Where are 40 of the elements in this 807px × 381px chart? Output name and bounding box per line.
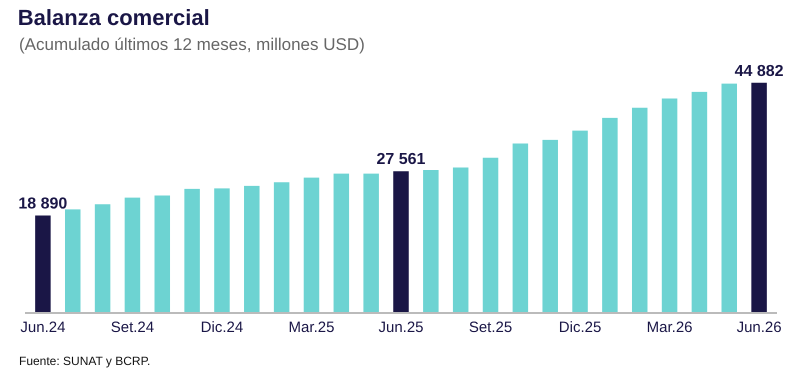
bar bbox=[751, 82, 767, 312]
bar bbox=[124, 198, 140, 312]
x-tick-label: Dic.25 bbox=[558, 319, 602, 336]
bar bbox=[512, 143, 528, 312]
bar bbox=[363, 174, 379, 312]
x-tick-label: Set.25 bbox=[468, 319, 512, 336]
bar bbox=[64, 209, 80, 312]
data-label: 44 882 bbox=[734, 62, 784, 80]
bar bbox=[632, 108, 648, 312]
bar bbox=[154, 196, 170, 312]
bar bbox=[334, 174, 350, 312]
bar bbox=[423, 170, 439, 312]
bar bbox=[94, 204, 110, 312]
bar bbox=[722, 84, 738, 312]
bar bbox=[304, 178, 320, 312]
bar bbox=[244, 186, 260, 312]
bar bbox=[662, 98, 678, 312]
x-tick-label: Jun.26 bbox=[736, 319, 782, 336]
bar bbox=[35, 216, 51, 312]
chart-subtitle: (Acumulado últimos 12 meses, millones USD) bbox=[19, 35, 365, 54]
x-tick-label: Jun.24 bbox=[20, 319, 66, 336]
data-label: 18 890 bbox=[18, 196, 68, 213]
bar bbox=[214, 188, 230, 312]
x-tick-label: Mar.25 bbox=[288, 319, 334, 336]
x-tick-label: Mar.26 bbox=[646, 319, 692, 336]
bar bbox=[572, 130, 588, 312]
bar bbox=[602, 118, 618, 312]
chart-title: Balanza comercial bbox=[18, 4, 210, 30]
x-tick-label: Dic.24 bbox=[200, 319, 244, 336]
bar bbox=[452, 167, 468, 312]
x-tick-label: Set.24 bbox=[110, 319, 154, 336]
bar bbox=[692, 92, 708, 312]
bar bbox=[482, 158, 498, 312]
x-tick-label: Jun.25 bbox=[378, 319, 424, 336]
source-note: Fuente: SUNAT y BCRP. bbox=[19, 354, 150, 368]
bar bbox=[184, 188, 200, 312]
data-label: 27 561 bbox=[376, 151, 426, 168]
bar bbox=[393, 171, 409, 312]
bar bbox=[542, 140, 558, 312]
bar bbox=[274, 182, 290, 312]
